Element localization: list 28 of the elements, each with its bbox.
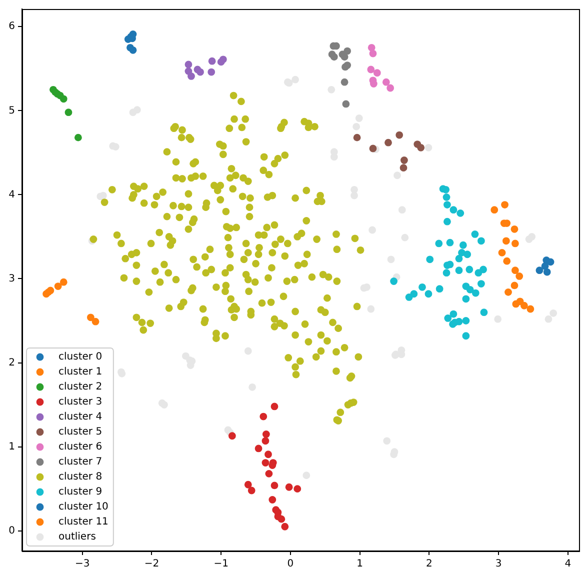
x-tick-label: 3 (495, 558, 502, 570)
legend-label: cluster 6 (58, 442, 102, 453)
y-tick-label: 1 (8, 441, 15, 452)
legend-label: cluster 1 (58, 366, 102, 378)
x-tick-label: 2 (426, 558, 432, 570)
y-tick-label: 0 (8, 525, 15, 536)
x-tick-label: 0 (287, 558, 294, 570)
legend-label: cluster 3 (58, 396, 102, 408)
legend-label: cluster 7 (58, 456, 102, 468)
y-tick-label: 3 (8, 273, 15, 284)
legend-label: cluster 0 (58, 352, 102, 363)
y-tick-label: 5 (8, 105, 15, 116)
y-tick-label: 2 (8, 357, 15, 368)
legend-label: cluster 10 (58, 502, 108, 513)
x-tick-label: −3 (74, 558, 90, 570)
legend-label: cluster 9 (58, 486, 102, 498)
legend-label: cluster 4 (58, 412, 102, 423)
x-tick-label: −1 (214, 558, 228, 570)
x-tick-label: 4 (564, 558, 572, 570)
legend-label: cluster 11 (58, 516, 108, 528)
legend-label: outliers (58, 532, 96, 543)
legend-label: cluster 8 (58, 472, 102, 483)
y-tick-label: 4 (8, 189, 15, 200)
x-tick-label: 1 (356, 558, 363, 570)
legend-label: cluster 5 (58, 426, 102, 438)
legend-label: cluster 2 (58, 382, 102, 393)
x-tick-label: −2 (144, 558, 160, 570)
y-tick-label: 6 (8, 21, 15, 32)
